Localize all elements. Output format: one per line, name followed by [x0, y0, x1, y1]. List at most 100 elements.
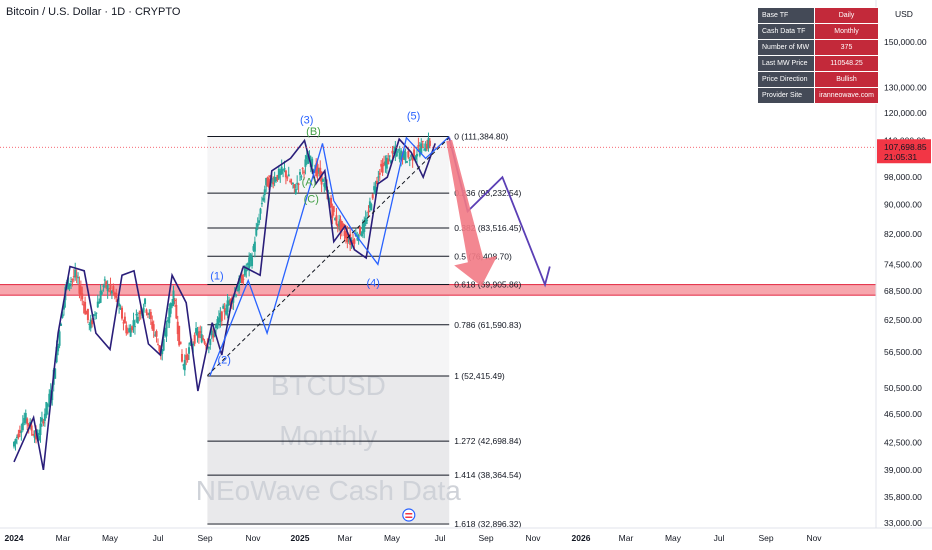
candle-body	[46, 403, 49, 407]
candle-body	[248, 257, 251, 269]
candle-body	[172, 290, 175, 305]
fib-label-1.272: 1.272 (42,698.84)	[454, 436, 521, 446]
candle-body	[108, 290, 111, 292]
candle-body	[387, 158, 390, 165]
y-tick-label: 62,500.00	[884, 315, 922, 325]
candle-body	[123, 316, 126, 324]
info-value: Monthly	[814, 23, 879, 40]
candle-body	[427, 138, 430, 149]
wave-label: (5)	[407, 111, 420, 123]
candle-body	[209, 339, 212, 345]
candle-body	[110, 290, 113, 294]
candle-body	[296, 182, 299, 184]
candle-body	[54, 368, 57, 379]
candle-body	[289, 180, 292, 182]
candle-body	[361, 223, 364, 234]
candle-body	[311, 158, 314, 167]
candle-body	[277, 168, 280, 179]
x-tick-label: May	[102, 533, 119, 543]
y-tick-label: 150,000.00	[884, 37, 927, 47]
candle-body	[381, 164, 384, 173]
candle-body	[115, 292, 118, 298]
candle-body	[57, 345, 60, 352]
candle-body	[81, 293, 84, 300]
wave-label: (B)	[306, 126, 321, 138]
candle-body	[102, 285, 105, 287]
candle-body	[99, 290, 102, 303]
candle-body	[297, 183, 300, 185]
candle-body	[417, 144, 420, 147]
candle-body	[287, 174, 290, 177]
candle-body	[210, 330, 213, 336]
x-tick-label: Jul	[714, 533, 725, 543]
candle-body	[385, 157, 388, 169]
candle-body	[197, 333, 200, 338]
candle-body	[51, 391, 54, 401]
candle-body	[232, 297, 235, 303]
candle-body	[294, 189, 297, 194]
candle-body	[129, 327, 132, 337]
candle-body	[301, 168, 304, 170]
x-tick-label: Nov	[245, 533, 261, 543]
candle-body	[136, 316, 139, 324]
y-tick-label: 39,000.00	[884, 465, 922, 475]
candle-body	[421, 140, 424, 142]
candle-body	[293, 184, 296, 189]
candle-body	[312, 169, 315, 171]
fib-label-1.618: 1.618 (32,896.32)	[454, 519, 521, 529]
candle-body	[171, 303, 174, 307]
candle-body	[45, 401, 48, 416]
candle-body	[203, 340, 206, 344]
candle-body	[300, 176, 303, 178]
info-row: Last MW Price 110548.25	[757, 55, 879, 72]
candle-body	[162, 339, 165, 351]
candle-body	[220, 311, 223, 321]
candle-body	[424, 148, 427, 152]
candle-body	[368, 201, 371, 208]
candle-body	[367, 210, 370, 213]
price-tag	[877, 139, 931, 164]
candle-body	[78, 284, 81, 294]
info-key: Last MW Price	[757, 55, 815, 72]
candle-body	[82, 304, 85, 306]
wave-label: (1)	[210, 271, 223, 283]
event-marker-icon	[402, 508, 416, 522]
candle-body	[67, 277, 70, 290]
candle-body	[199, 330, 202, 334]
candle-body	[146, 313, 149, 315]
candle-body	[299, 172, 301, 175]
candle-body	[246, 263, 249, 265]
candle-body	[105, 281, 108, 288]
candle-body	[415, 153, 418, 157]
candle-body	[323, 183, 326, 187]
candle-body	[420, 143, 423, 154]
wave-label: (C)	[304, 194, 319, 206]
fib-label-1: 1 (52,415.49)	[454, 371, 505, 381]
candle-body	[75, 275, 78, 277]
candle-body	[188, 347, 191, 354]
candle-body	[238, 278, 241, 291]
x-tick-label: Sep	[197, 533, 212, 543]
candle-body	[101, 292, 104, 294]
candle-body	[152, 324, 155, 331]
info-value: iranneowave.com	[814, 87, 879, 104]
candle-body	[86, 308, 89, 321]
candle-body	[270, 177, 273, 184]
candle-body	[259, 208, 262, 214]
candle-body	[23, 417, 26, 423]
candle-body	[175, 304, 178, 319]
x-tick-label: Jul	[153, 533, 164, 543]
x-tick-label: Nov	[525, 533, 541, 543]
candle-body	[20, 431, 23, 433]
candle-body	[279, 170, 282, 175]
candle-body	[303, 171, 306, 173]
candle-body	[404, 151, 407, 161]
candle-body	[62, 300, 65, 310]
y-tick-label: 56,500.00	[884, 347, 922, 357]
candle-body	[403, 150, 405, 158]
candle-body	[165, 327, 168, 337]
info-value: 375	[814, 39, 879, 56]
candle-body	[316, 164, 319, 174]
candle-body	[95, 312, 98, 314]
